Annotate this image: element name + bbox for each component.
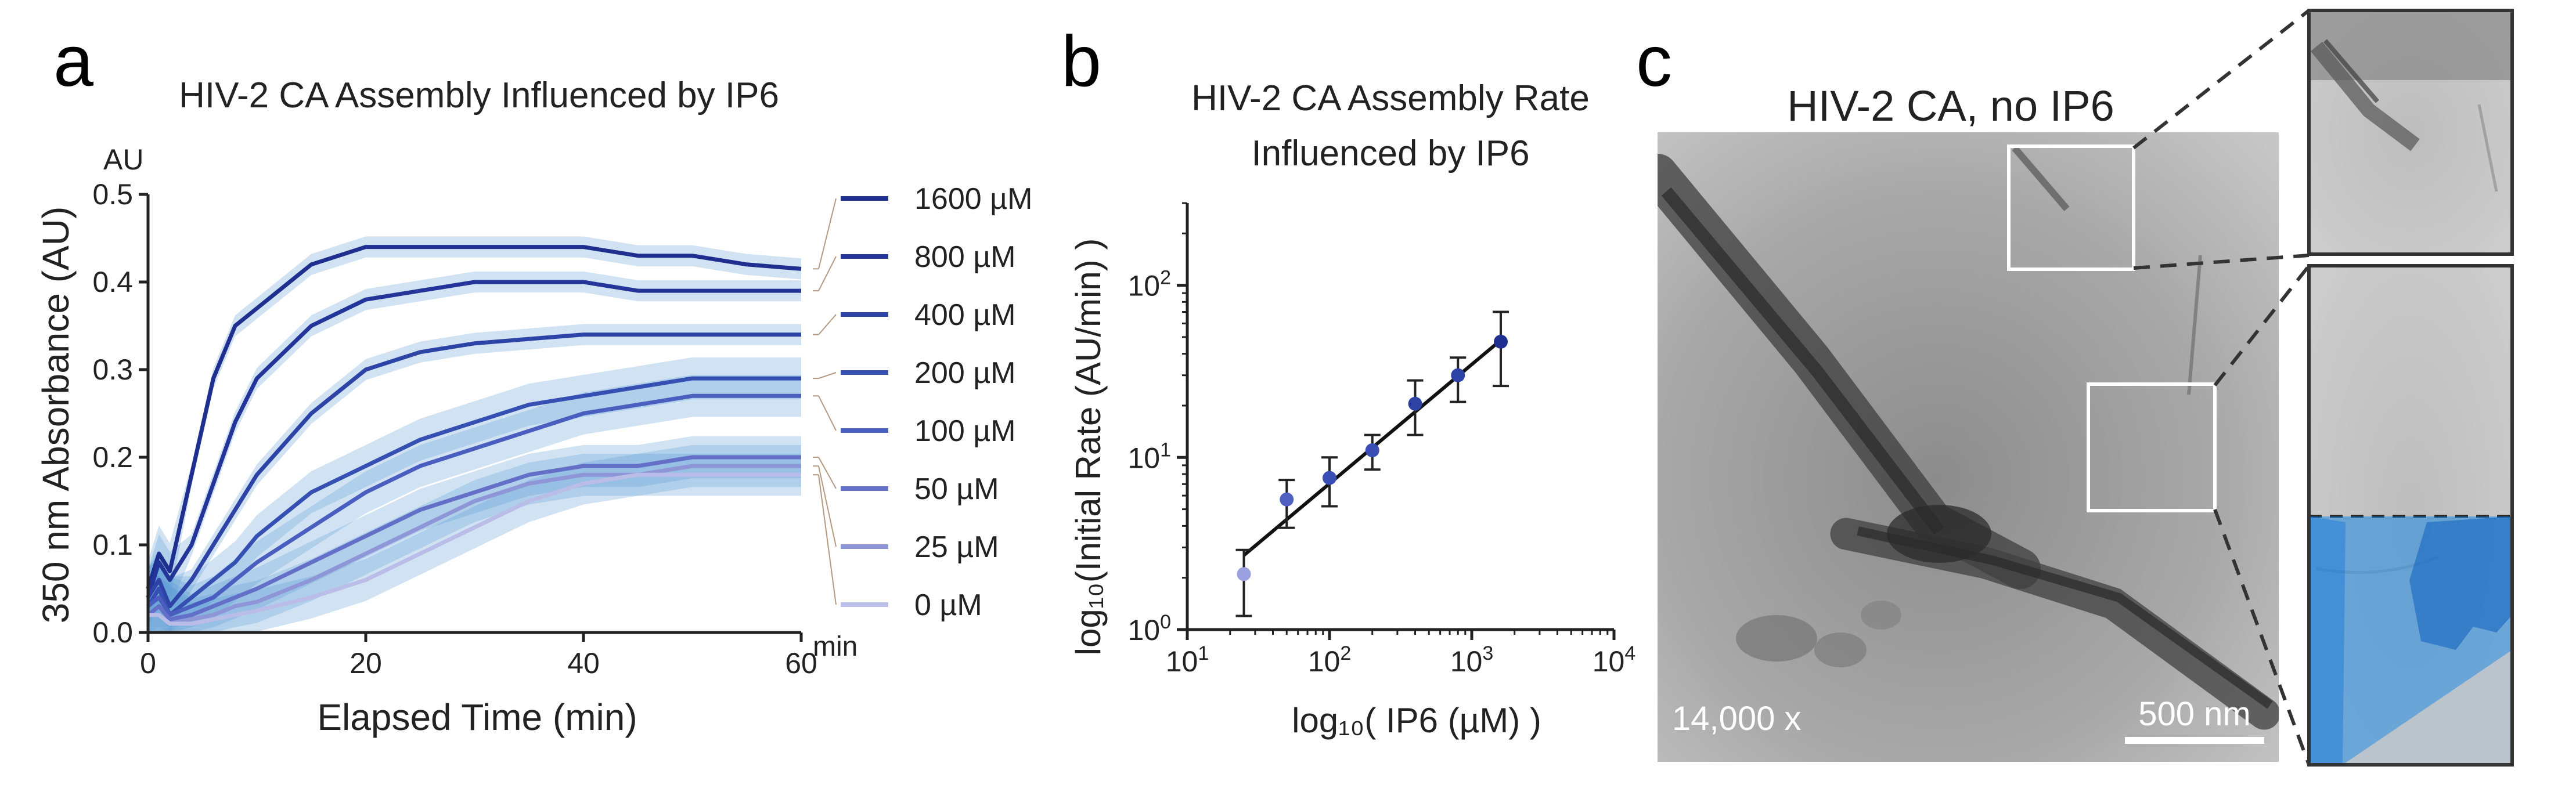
- x-tick-label: 20: [350, 647, 382, 679]
- chart-a-x-unit: min: [813, 631, 858, 662]
- series-line-5: [146, 455, 801, 621]
- y-tick-label: 0.0: [92, 616, 133, 649]
- data-point: [1280, 492, 1294, 507]
- y-tick-label: 100: [1127, 611, 1171, 646]
- legend-label: 200 µM: [914, 356, 1015, 390]
- x-tick-label: 102: [1308, 642, 1352, 678]
- x-tick-label: 0: [140, 647, 156, 679]
- data-point: [1451, 368, 1465, 382]
- legend-label: 50 µM: [914, 472, 999, 506]
- data-point: [1365, 443, 1379, 458]
- x-tick-label: 101: [1166, 642, 1209, 678]
- legend-leader: [818, 372, 837, 379]
- legend-leader: [818, 198, 837, 269]
- y-tick-label: 0.1: [92, 529, 133, 561]
- legend-label: 0 µM: [914, 588, 982, 622]
- series-line-7: [148, 472, 801, 626]
- error-band-6: [148, 444, 801, 632]
- legend-leader: [818, 457, 837, 489]
- x-tick-label: 104: [1593, 642, 1636, 678]
- chart-a-xlabel: Elapsed Time (min): [317, 696, 637, 738]
- data-point: [1408, 396, 1422, 411]
- series-line-0: [146, 245, 802, 590]
- chart-a-ylabel: 350 nm Absorbance (AU): [35, 207, 77, 624]
- series-line-2: [146, 332, 801, 609]
- legend-leader: [818, 314, 837, 335]
- chart-b-xlabel: log₁₀( IP6 (µM) ): [1292, 701, 1541, 740]
- data-point: [1323, 471, 1336, 485]
- panel-c: c HIV-2 CA, no IP6 14,000 x 50: [1636, 9, 2514, 767]
- x-tick-label: 60: [785, 647, 817, 679]
- chart-b-marks: [1235, 310, 1509, 617]
- y-tick-label: 0.2: [92, 441, 133, 473]
- panel-b: b HIV-2 CA Assembly Rate Influenced by I…: [1061, 21, 1635, 740]
- chart-b-ylabel: log₁₀(Initial Rate (AU/min) ): [1069, 238, 1108, 656]
- y-tick-label: 102: [1127, 267, 1171, 302]
- y-tick-label: 0.5: [92, 178, 133, 211]
- chart-b-title-line1: HIV-2 CA Assembly Rate: [1191, 78, 1590, 118]
- legend-label: 800 µM: [914, 240, 1015, 274]
- em-magnification-label: 14,000 x: [1672, 700, 1802, 738]
- chart-a-y-unit: AU: [103, 143, 143, 176]
- error-band-5: [148, 436, 801, 632]
- chart-b-title-line2: Influenced by IP6: [1251, 133, 1529, 173]
- legend-leader: [818, 395, 837, 431]
- panel-c-letter: c: [1636, 21, 1672, 102]
- y-tick-label: 101: [1127, 439, 1171, 474]
- y-tick-label: 0.4: [92, 266, 133, 298]
- x-tick-label: 40: [567, 647, 600, 679]
- em-micrograph: [1658, 132, 2279, 762]
- legend-leader: [818, 465, 837, 547]
- em-title: HIV-2 CA, no IP6: [1787, 82, 2114, 130]
- series-line-6: [148, 464, 801, 626]
- data-point: [1237, 567, 1251, 581]
- legend-label: 100 µM: [914, 414, 1015, 448]
- panel-a-letter: a: [53, 21, 93, 102]
- series-line-1: [146, 280, 801, 598]
- series-line-3: [146, 376, 801, 617]
- y-tick-label: 0.3: [92, 353, 133, 386]
- chart-a-title: HIV-2 CA Assembly Influenced by IP6: [179, 75, 779, 115]
- legend-leader: [818, 475, 837, 605]
- error-band-3: [148, 357, 801, 632]
- legend-leader: [818, 256, 837, 291]
- em-scalebar-label: 500 nm: [2138, 695, 2250, 733]
- legend-label: 25 µM: [914, 530, 999, 564]
- chart-a-legend: 1600 µM 800 µM 400 µM 200 µM 100 µM 50 µM 25 µ…: [813, 182, 1032, 622]
- panel-b-letter: b: [1061, 21, 1101, 102]
- em-inset-top: [2307, 9, 2514, 256]
- em-inset-bottom: [2307, 264, 2514, 767]
- panel-a: a HIV-2 CA Assembly Influenced by IP6 AU…: [35, 21, 1032, 738]
- chart-a-axes: 0.0 0.1 0.2 0.3 0.4 0.5 0 20 40 60: [92, 178, 817, 679]
- data-point: [1494, 334, 1508, 349]
- legend-label: 1600 µM: [914, 182, 1032, 216]
- zoom-connectors: [2132, 9, 2311, 766]
- chart-a-series-lines: [146, 245, 802, 626]
- legend-label: 400 µM: [914, 298, 1015, 332]
- series-line-4: [146, 393, 801, 617]
- x-tick-label: 103: [1450, 642, 1494, 678]
- error-band-7: [148, 453, 801, 632]
